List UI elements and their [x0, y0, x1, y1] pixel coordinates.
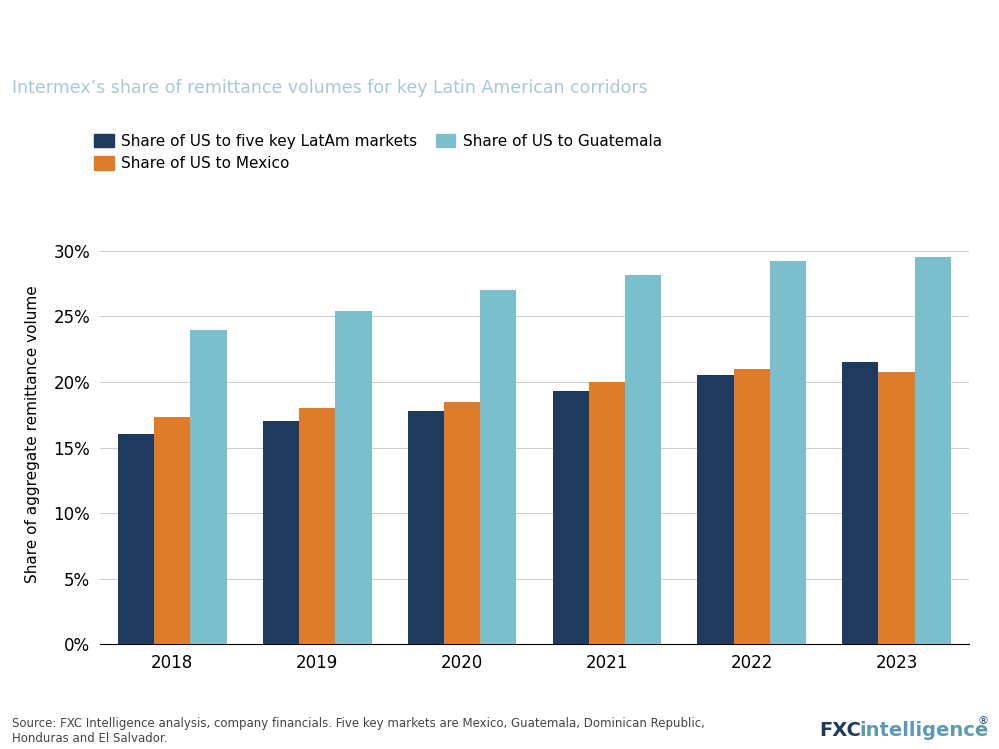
Bar — [733, 369, 770, 644]
Bar — [878, 372, 915, 644]
Legend: Share of US to five key LatAm markets, Share of US to Mexico, Share of US to Gua: Share of US to five key LatAm markets, S… — [88, 127, 668, 178]
Bar — [118, 434, 154, 644]
Text: intelligence: intelligence — [859, 721, 988, 740]
Bar — [299, 408, 336, 644]
Text: ®: ® — [977, 717, 988, 727]
Bar — [915, 258, 951, 644]
Text: FXC: FXC — [819, 721, 861, 740]
Bar — [408, 410, 444, 644]
Bar — [842, 363, 878, 644]
Bar — [770, 261, 806, 644]
Bar — [625, 274, 661, 644]
Bar — [444, 401, 481, 644]
Bar — [481, 290, 516, 644]
Bar — [588, 382, 625, 644]
Bar — [191, 330, 227, 644]
Bar — [552, 391, 588, 644]
Bar — [336, 312, 372, 644]
Bar — [697, 375, 733, 644]
Text: Intermex has a strong and growing Latin America share: Intermex has a strong and growing Latin … — [12, 25, 843, 52]
Text: Source: FXC Intelligence analysis, company financials. Five key markets are Mexi: Source: FXC Intelligence analysis, compa… — [12, 718, 705, 745]
Text: Intermex’s share of remittance volumes for key Latin American corridors: Intermex’s share of remittance volumes f… — [12, 79, 647, 97]
Bar — [263, 421, 299, 644]
Bar — [154, 417, 191, 644]
Y-axis label: Share of aggregate remittance volume: Share of aggregate remittance volume — [25, 285, 40, 583]
